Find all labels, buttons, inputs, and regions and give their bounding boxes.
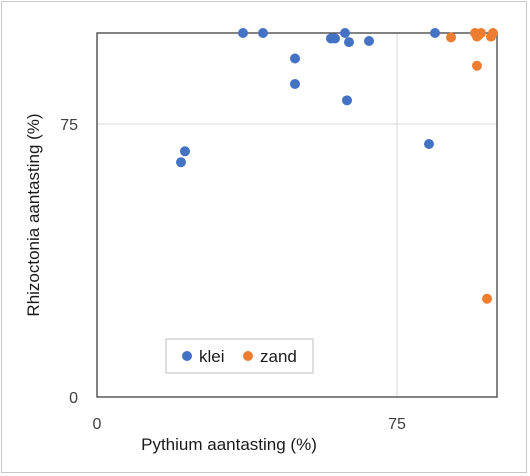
data-point-klei — [290, 78, 300, 89]
plot-area-border — [96, 32, 498, 398]
legend-label-klei: klei — [199, 347, 225, 366]
data-point-zand — [476, 28, 486, 38]
data-point-klei — [238, 28, 248, 38]
y-tick-label: 0 — [69, 390, 78, 407]
data-point-klei — [424, 139, 434, 150]
data-point-klei — [340, 28, 350, 38]
legend-marker-klei — [182, 351, 192, 361]
legend-marker-zand — [243, 351, 253, 361]
x-tick-label: 75 — [388, 416, 406, 433]
data-point-zand — [488, 28, 498, 38]
data-points — [176, 28, 498, 304]
data-point-klei — [258, 28, 268, 38]
gridlines — [97, 33, 497, 397]
data-point-zand — [446, 32, 456, 43]
data-point-klei — [180, 146, 190, 157]
data-point-klei — [290, 53, 300, 64]
x-axis-label: Pythium aantasting (%) — [141, 435, 317, 454]
y-tick-label: 75 — [60, 117, 78, 134]
data-point-klei — [330, 33, 340, 44]
tick-labels: 0 75 0 75 — [60, 117, 406, 433]
data-point-klei — [176, 157, 186, 168]
data-point-klei — [430, 28, 440, 38]
x-tick-label: 0 — [93, 416, 102, 433]
data-point-zand — [472, 60, 482, 71]
y-axis-label: Rhizoctonia aantasting (%) — [24, 113, 43, 316]
data-point-zand — [482, 293, 492, 304]
data-point-klei — [364, 36, 374, 47]
legend-label-zand: zand — [260, 347, 297, 366]
data-point-klei — [342, 95, 352, 106]
data-point-klei — [344, 37, 354, 48]
legend: klei zand — [165, 338, 314, 374]
